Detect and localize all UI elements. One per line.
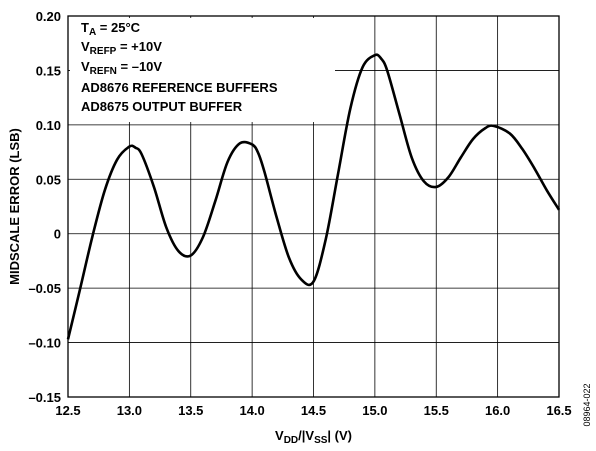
y-tick-label: 0.15 <box>36 63 61 78</box>
text-segment: V <box>81 59 90 74</box>
y-tick-label: 0.20 <box>36 9 61 24</box>
annotation-line: AD8675 OUTPUT BUFFER <box>81 99 243 114</box>
subscript-text: REFN <box>90 66 117 77</box>
y-axis-label: MIDSCALE ERROR (LSB) <box>7 128 22 285</box>
x-tick-label: 15.0 <box>362 403 387 418</box>
x-tick-labels: 12.5 13.0 13.5 14.0 14.5 15.0 15.5 16.0 16.5 <box>55 403 571 418</box>
annotation-background <box>70 18 335 122</box>
y-tick-label: –0.10 <box>28 336 61 351</box>
y-tick-label: 0.05 <box>36 172 61 187</box>
text-segment: T <box>81 20 89 35</box>
x-tick-label: 16.5 <box>546 403 571 418</box>
text-segment: /|V <box>298 428 314 443</box>
x-axis-label: VDD/|VSS| (V) <box>275 428 352 446</box>
annotation-line: TA = 25°C <box>81 20 141 38</box>
x-tick-label: 16.0 <box>485 403 510 418</box>
text-segment: | (V) <box>327 428 352 443</box>
x-tick-label: 15.5 <box>424 403 449 418</box>
x-tick-label: 13.0 <box>117 403 142 418</box>
text-segment: = +10V <box>116 39 162 54</box>
subscript-text: SS <box>314 435 328 446</box>
text-segment: = –10V <box>117 59 163 74</box>
subscript-text: A <box>89 27 96 38</box>
x-tick-label: 14.5 <box>301 403 326 418</box>
text-segment: V <box>275 428 284 443</box>
figure-id: 08964-022 <box>582 383 592 426</box>
annotation-line: VREFP = +10V <box>81 39 162 57</box>
x-tick-label: 13.5 <box>178 403 203 418</box>
y-tick-label: 0 <box>54 227 61 242</box>
annotation-mask <box>70 18 335 122</box>
annotation-line: AD8676 REFERENCE BUFFERS <box>81 80 278 95</box>
text-segment: AD8676 REFERENCE BUFFERS <box>81 80 278 95</box>
y-tick-labels: 0.20 0.15 0.10 0.05 0 –0.05 –0.10 –0.15 <box>28 9 61 405</box>
text-segment: V <box>81 39 90 54</box>
annotation-line: VREFN = –10V <box>81 59 162 77</box>
x-tick-label: 14.0 <box>239 403 264 418</box>
plot-frame <box>67 15 560 398</box>
y-tick-label: 0.10 <box>36 118 61 133</box>
midscale-error-line <box>66 53 561 340</box>
curve-layer <box>66 53 561 340</box>
y-tick-label: –0.05 <box>28 281 61 296</box>
subscript-text: DD <box>284 435 298 446</box>
text-segment: = 25°C <box>96 20 140 35</box>
subscript-text: REFP <box>90 46 117 57</box>
y-tick-label: –0.15 <box>28 390 61 405</box>
text-segment: AD8675 OUTPUT BUFFER <box>81 99 243 114</box>
x-tick-label: 12.5 <box>55 403 80 418</box>
